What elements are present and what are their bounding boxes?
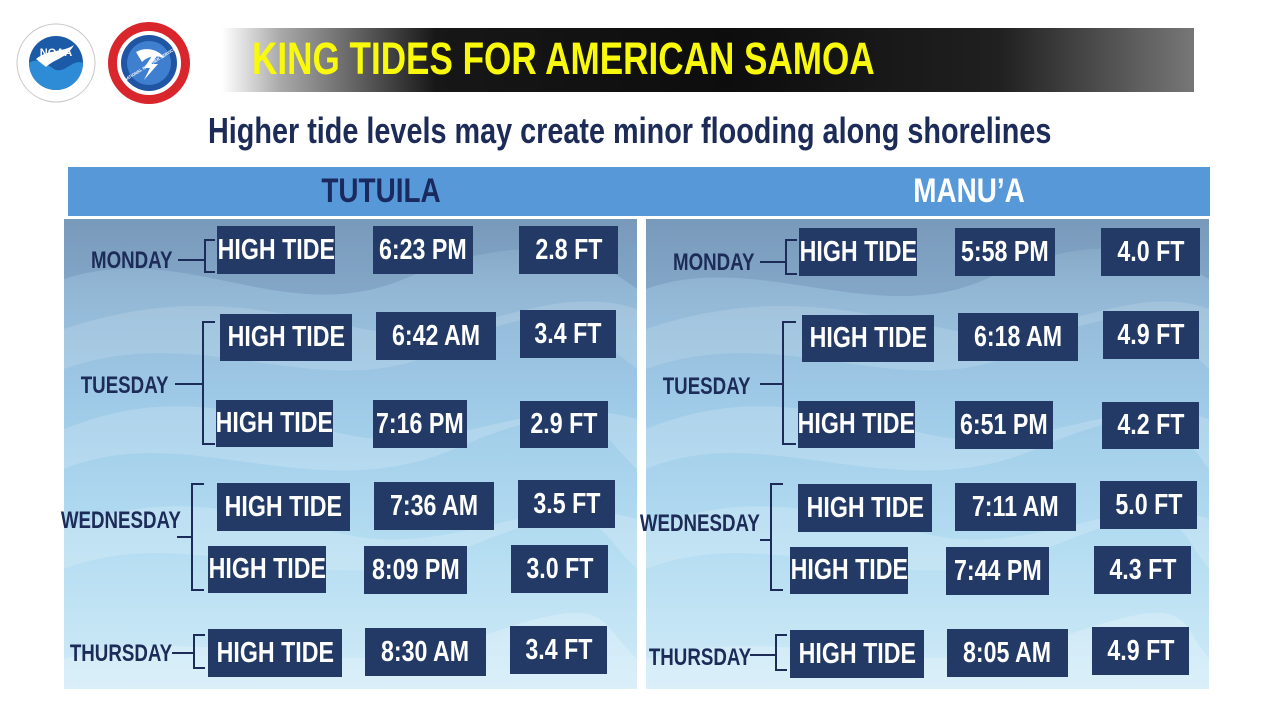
tide-height-cell: 4.2 FT — [1102, 402, 1199, 449]
panel-manua — [646, 219, 1209, 689]
panel-tutuila — [64, 219, 637, 689]
tide-label-cell: HIGH TIDE — [217, 226, 335, 274]
tide-height-cell: 3.5 FT — [518, 480, 615, 528]
tide-time-cell: 6:23 PM — [373, 226, 473, 274]
tide-height-cell: 3.4 FT — [520, 310, 616, 358]
tide-height-cell: 2.9 FT — [520, 401, 608, 448]
tide-time-cell: 7:36 AM — [374, 482, 494, 530]
tide-label-cell: HIGH TIDE — [790, 547, 908, 594]
tide-time-cell: 6:18 AM — [958, 313, 1078, 361]
region-header-band — [68, 167, 1210, 216]
page-subtitle: Higher tide levels may create minor floo… — [208, 110, 1052, 151]
tide-height-cell: 5.0 FT — [1100, 481, 1197, 529]
day-label-tutuila-monday: MONDAY — [90, 247, 172, 274]
wave-background — [646, 219, 1209, 689]
day-label-manua-monday: MONDAY — [672, 249, 754, 276]
region-title-tutuila: TUTUILA — [321, 172, 441, 210]
tide-label-cell: HIGH TIDE — [798, 484, 932, 532]
tide-height-cell: 2.8 FT — [519, 226, 618, 274]
region-title-manua: MANU’A — [913, 172, 1025, 210]
tide-time-cell: 6:51 PM — [955, 401, 1053, 449]
tide-time-cell: 7:44 PM — [946, 547, 1049, 595]
title-bar — [222, 28, 1194, 92]
page-title: KING TIDES FOR AMERICAN SAMOA — [252, 33, 875, 84]
nws-logo: NATIONAL WEATHER SERVICE — [108, 22, 190, 104]
tide-label-cell: HIGH TIDE — [208, 546, 326, 593]
tide-time-cell: 7:11 AM — [955, 483, 1076, 531]
tide-label-cell: HIGH TIDE — [798, 401, 915, 448]
day-label-manua-tuesday: TUESDAY — [662, 373, 750, 400]
day-label-tutuila-wednesday: WEDNESDAY — [61, 507, 181, 534]
tide-height-cell: 3.0 FT — [511, 545, 608, 593]
day-label-manua-wednesday: WEDNESDAY — [640, 510, 760, 537]
tide-label-cell: HIGH TIDE — [799, 228, 917, 276]
tide-label-cell: HIGH TIDE — [217, 483, 350, 531]
tide-height-cell: 4.0 FT — [1101, 228, 1200, 276]
tide-label-cell: HIGH TIDE — [790, 630, 924, 678]
tide-height-cell: 4.3 FT — [1094, 546, 1191, 594]
tide-label-cell: HIGH TIDE — [802, 315, 934, 362]
tide-time-cell: 7:16 PM — [373, 400, 467, 448]
tide-time-cell: 8:30 AM — [365, 628, 486, 676]
wave-background — [64, 219, 637, 689]
tide-height-cell: 4.9 FT — [1092, 627, 1189, 675]
tide-height-cell: 4.9 FT — [1103, 311, 1199, 359]
day-label-manua-thursday: THURSDAY — [648, 644, 751, 671]
tide-time-cell: 8:05 AM — [947, 629, 1068, 677]
tide-time-cell: 6:42 AM — [376, 312, 496, 360]
noaa-logo-text: NOAA — [40, 47, 72, 59]
tide-label-cell: HIGH TIDE — [216, 400, 333, 447]
tide-time-cell: 5:58 PM — [955, 228, 1055, 276]
day-label-tutuila-thursday: THURSDAY — [69, 640, 172, 667]
tide-label-cell: HIGH TIDE — [208, 629, 342, 677]
day-label-tutuila-tuesday: TUESDAY — [80, 372, 168, 399]
tide-height-cell: 3.4 FT — [510, 626, 607, 674]
tide-label-cell: HIGH TIDE — [220, 314, 352, 361]
tide-time-cell: 8:09 PM — [364, 546, 467, 594]
noaa-logo: NOAA — [16, 23, 96, 103]
